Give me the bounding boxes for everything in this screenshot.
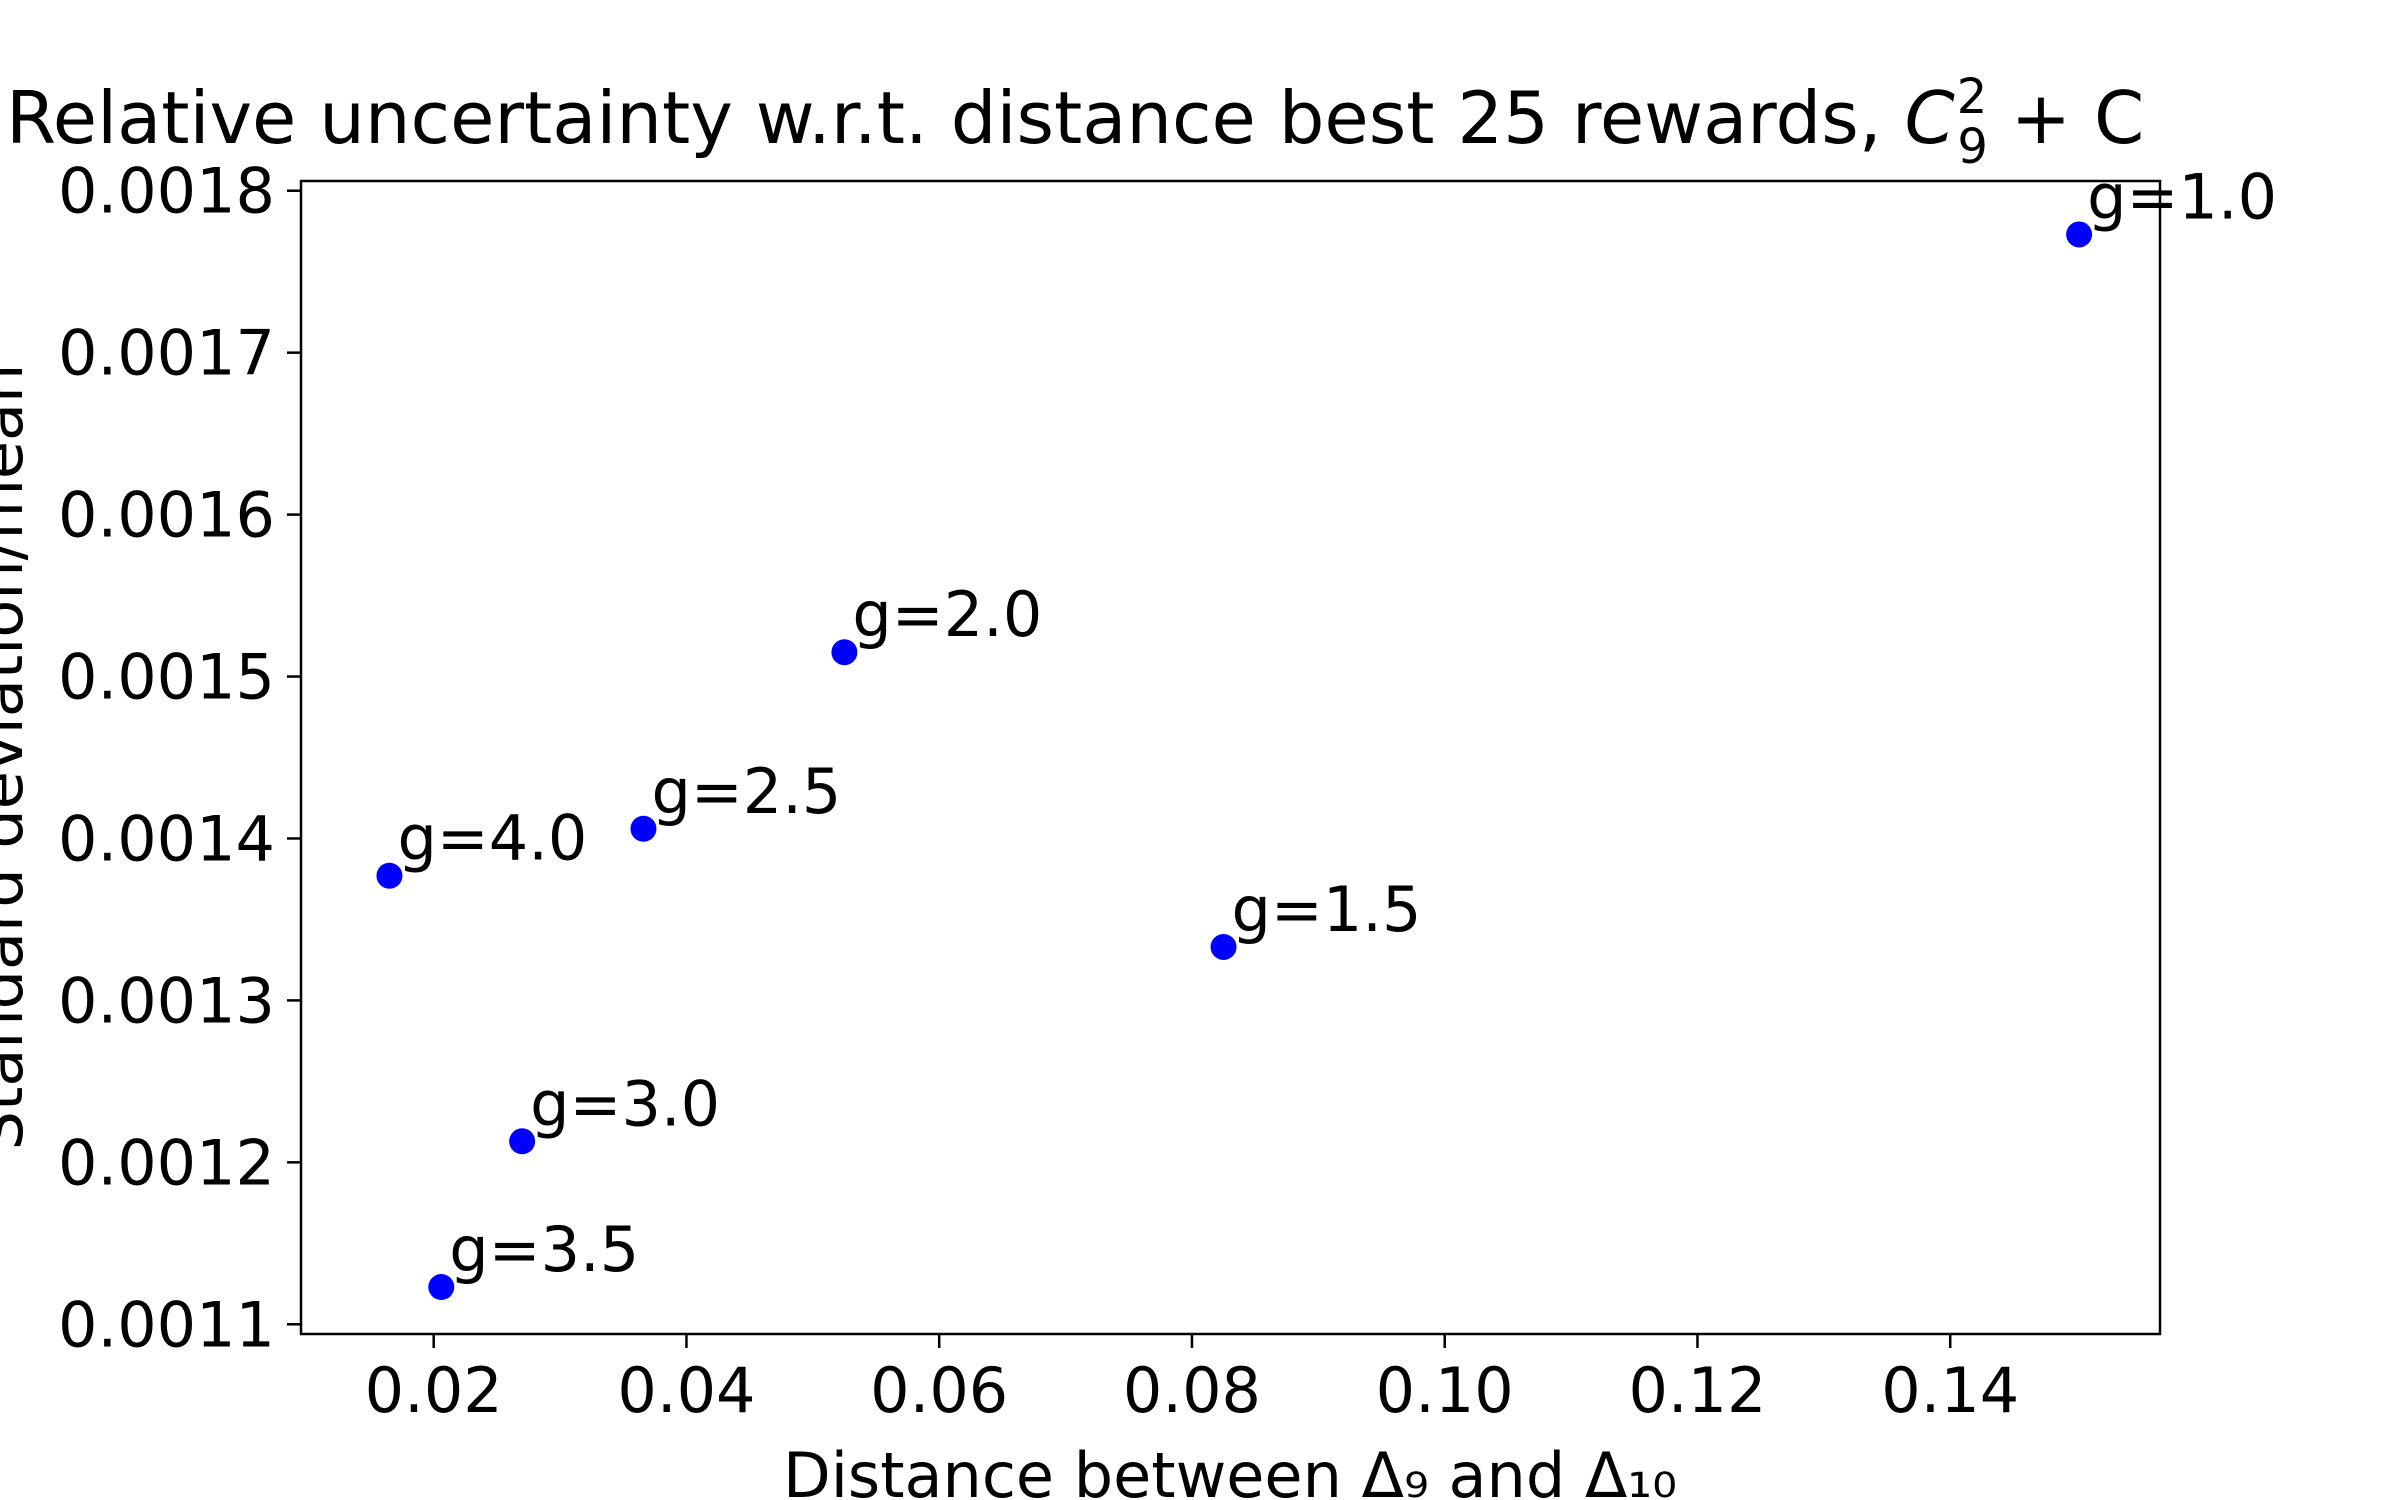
point-label: g=2.0 xyxy=(852,578,1042,651)
x-tick-label: 0.08 xyxy=(1123,1354,1261,1427)
point-label: g=3.5 xyxy=(449,1213,639,1286)
scatter-point xyxy=(2066,221,2093,248)
scatter-point xyxy=(1210,933,1237,960)
x-tick-label: 0.04 xyxy=(617,1354,755,1427)
y-tick-label: 0.0015 xyxy=(58,641,275,714)
y-tick-label: 0.0016 xyxy=(58,479,275,552)
point-label: g=4.0 xyxy=(397,802,587,875)
y-tick-label: 0.0017 xyxy=(58,317,275,390)
chart-title-math-sup: 2 xyxy=(1957,69,1988,125)
y-tick-label: 0.0011 xyxy=(58,1288,275,1361)
y-tick-label: 0.0014 xyxy=(58,802,275,875)
point-label: g=1.5 xyxy=(1232,873,1422,946)
chart-title-math-base: C xyxy=(1905,76,1956,160)
y-tick-label: 0.0018 xyxy=(58,155,275,228)
point-label: g=3.0 xyxy=(530,1067,720,1140)
point-label: g=2.5 xyxy=(651,755,841,828)
x-tick-label: 0.06 xyxy=(870,1354,1008,1427)
chart-title-text: Relative uncertainty w.r.t. distance bes… xyxy=(6,76,1905,160)
chart-title: Relative uncertainty w.r.t. distance bes… xyxy=(6,69,2144,175)
point-label: g=1.0 xyxy=(2087,160,2277,233)
x-tick-label: 0.14 xyxy=(1881,1354,2019,1427)
scatter-point xyxy=(376,862,403,889)
y-axis-label: Standard deviation/mean xyxy=(0,364,37,1151)
y-axis: 0.0011 0.0012 0.0013 0.0014 0.0015 0.0016 0.00… xyxy=(58,155,301,1361)
x-tick-label: 0.10 xyxy=(1376,1354,1514,1427)
y-tick-label: 0.0013 xyxy=(58,964,275,1037)
plot-area-frame xyxy=(299,179,2162,1336)
scatter-point xyxy=(831,639,858,666)
scatter-point xyxy=(630,815,657,842)
scatter-point xyxy=(428,1274,455,1301)
x-axis: 0.02 0.04 0.06 0.08 0.10 0.12 0.14 xyxy=(365,1334,2019,1427)
x-tick-label: 0.02 xyxy=(365,1354,503,1427)
chart-title-math-rest: + C xyxy=(1988,76,2144,160)
chart-title-math-sub: 9 xyxy=(1957,119,1988,175)
x-tick-label: 0.12 xyxy=(1628,1354,1766,1427)
data-points: g=1.0 g=1.5 g=2.0 g=2.5 g=3.0 g=3.5 g=4.0 xyxy=(376,160,2277,1301)
y-tick-label: 0.0012 xyxy=(58,1126,275,1199)
scatter-point xyxy=(509,1128,536,1155)
x-axis-label: Distance between Δ₉ and Δ₁₀ xyxy=(783,1439,1677,1500)
